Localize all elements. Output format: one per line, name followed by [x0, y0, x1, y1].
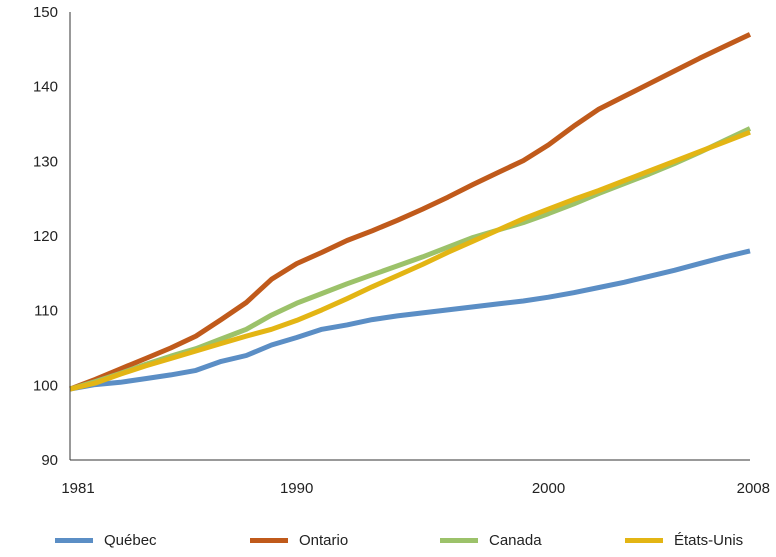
y-tick-label: 150 [33, 4, 58, 21]
legend-label: États-Unis [674, 532, 744, 549]
y-tick-label: 90 [41, 452, 58, 469]
x-tick-label: 2008 [737, 480, 770, 497]
legend: Québec Ontario Canada États-Unis [0, 532, 776, 552]
series-line-1 [69, 32, 752, 392]
legend-item: Québec [55, 532, 157, 549]
x-tick-label: 1990 [280, 480, 313, 497]
legend-label: Québec [104, 532, 157, 549]
legend-item: États-Unis [625, 532, 743, 549]
series-line-0 [69, 248, 751, 392]
y-tick-label: 120 [33, 228, 58, 245]
legend-swatch [55, 538, 93, 543]
x-axis-ticks: 1981 1990 2000 2008 [61, 480, 770, 497]
y-tick-label: 100 [33, 377, 58, 394]
legend-swatch [250, 538, 288, 543]
line-chart: 90 100 110 120 130 140 150 1981 1990 2000 2008 [33, 4, 770, 497]
x-tick-label: 1981 [61, 480, 94, 497]
legend-label: Canada [489, 532, 542, 549]
series-line-3 [69, 129, 751, 392]
y-axis-ticks: 90 100 110 120 130 140 150 [33, 4, 58, 469]
legend-item: Canada [440, 532, 542, 549]
y-tick-label: 140 [33, 79, 58, 96]
y-tick-label: 130 [33, 153, 58, 170]
legend-item: Ontario [250, 532, 348, 549]
legend-swatch [440, 538, 478, 543]
legend-swatch [625, 538, 663, 543]
legend-label: Ontario [299, 532, 349, 549]
series-group [69, 32, 752, 392]
y-tick-label: 110 [34, 303, 58, 320]
x-tick-label: 2000 [532, 480, 565, 497]
